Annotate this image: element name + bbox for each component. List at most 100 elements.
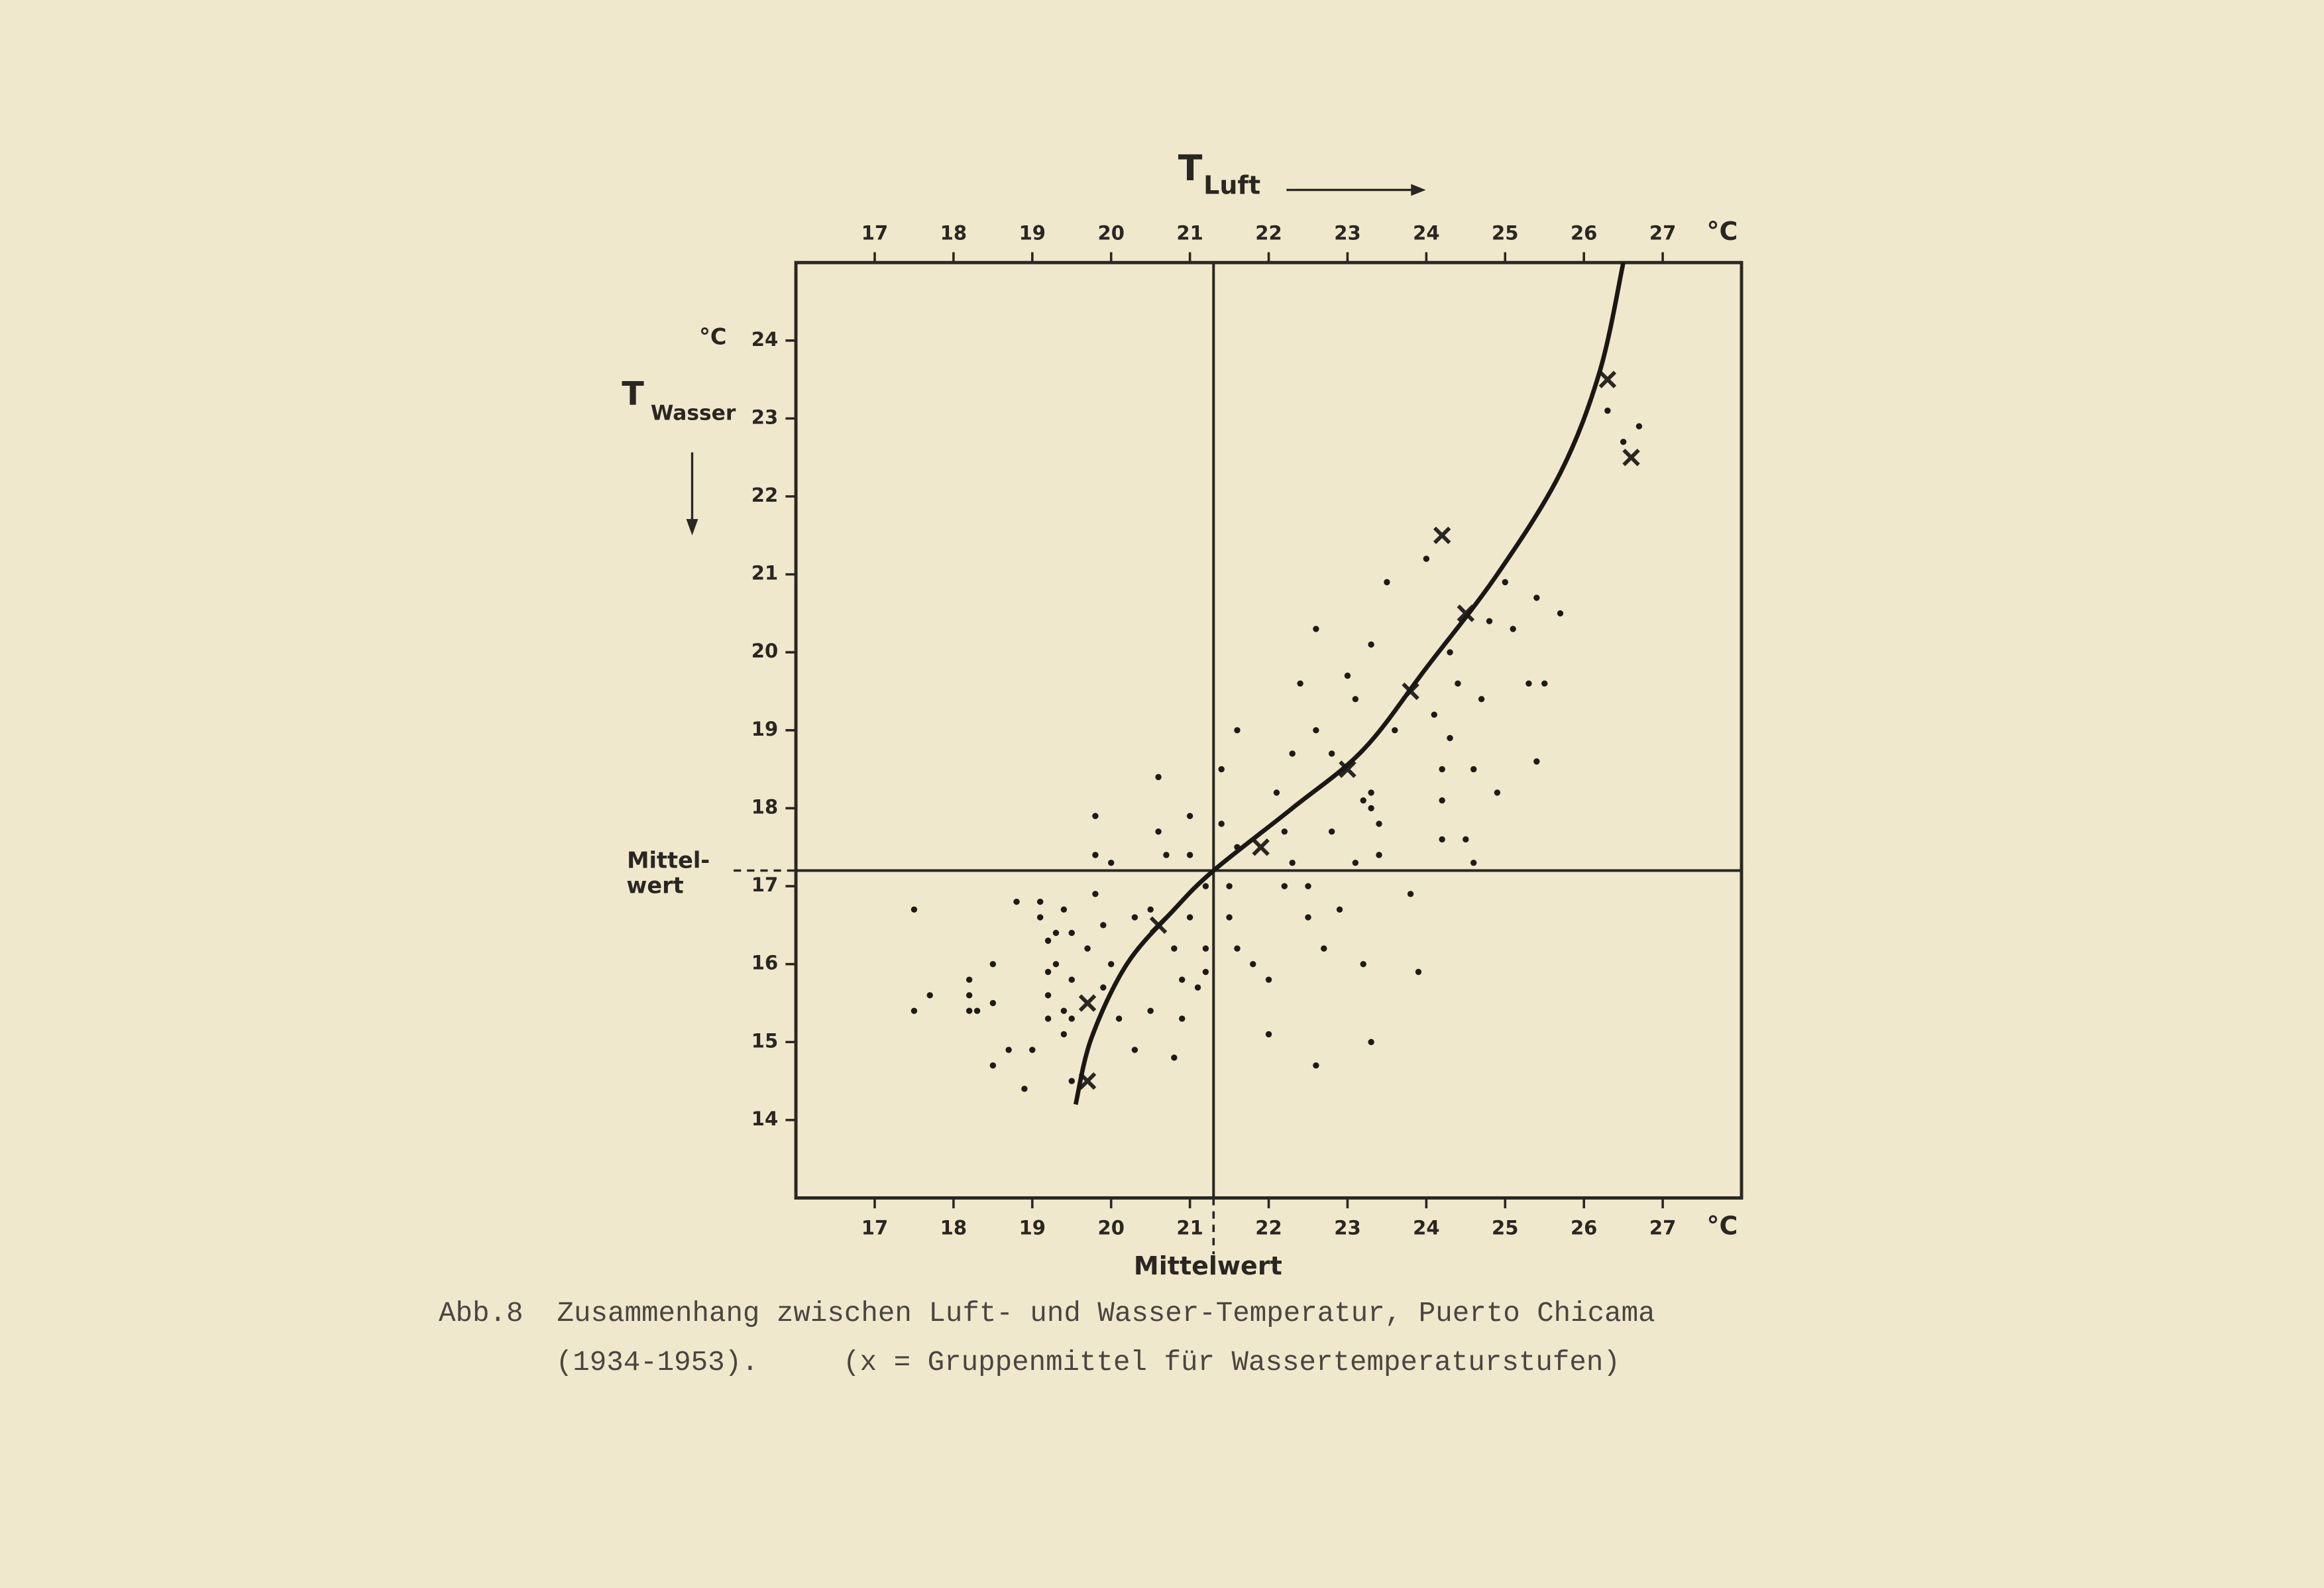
- data-point: [1360, 797, 1366, 804]
- y-tick-label: 18: [751, 795, 778, 818]
- group-mean: [1252, 838, 1270, 856]
- data-point: [1360, 960, 1366, 968]
- data-point: [1060, 1031, 1068, 1038]
- data-point: [966, 976, 973, 983]
- data-point: [1108, 860, 1115, 866]
- data-point: [1305, 914, 1311, 921]
- data-point: [1368, 789, 1374, 796]
- data-point: [1202, 945, 1209, 952]
- data-point: [1155, 773, 1162, 781]
- group-mean: [1339, 760, 1356, 778]
- x-tick-label: 20: [1097, 222, 1124, 245]
- data-point: [1052, 960, 1060, 968]
- data-point: [1052, 929, 1060, 936]
- data-point: [1439, 766, 1445, 773]
- y-mean-label: wert: [626, 872, 683, 898]
- data-point: [1447, 649, 1453, 655]
- data-point: [1336, 906, 1343, 913]
- group-mean: [1622, 448, 1640, 467]
- x-unit-bottom: °C: [1706, 1212, 1738, 1241]
- data-point: [1218, 766, 1225, 773]
- x-tick-label: 26: [1571, 222, 1597, 245]
- data-point: [1186, 914, 1193, 921]
- x-tick-label: 21: [1176, 1216, 1203, 1239]
- y-tick-label: 20: [751, 640, 778, 662]
- data-point: [1439, 836, 1445, 843]
- group-mean: [1598, 370, 1617, 388]
- x-tick-label: 18: [940, 222, 967, 245]
- data-point: [1021, 1086, 1028, 1092]
- data-point: [1108, 960, 1115, 968]
- data-point: [1328, 828, 1335, 835]
- data-point: [1494, 789, 1501, 796]
- data-point: [1321, 945, 1327, 952]
- y-tick-label: 16: [751, 952, 778, 974]
- data-point: [1036, 898, 1044, 905]
- data-point: [1036, 914, 1044, 921]
- y-mean-label: Mittel-: [627, 847, 710, 873]
- data-point: [1533, 595, 1540, 601]
- x-label-sub: Luft: [1203, 171, 1260, 200]
- data-point: [1044, 937, 1052, 944]
- data-point: [1234, 727, 1241, 734]
- y-label: T: [622, 374, 644, 413]
- data-point: [1068, 929, 1075, 936]
- data-point: [1470, 766, 1477, 773]
- data-point: [1202, 968, 1209, 976]
- caption: (1934-1953). (x = Gruppenmittel für Wass…: [556, 1347, 1620, 1379]
- data-point: [1250, 960, 1256, 968]
- y-tick-label: 22: [751, 484, 778, 506]
- data-point: [973, 1007, 981, 1014]
- data-point: [1131, 1047, 1138, 1053]
- data-point: [1163, 852, 1170, 858]
- x-tick-label: 25: [1492, 1216, 1518, 1239]
- y-tick-label: 21: [751, 562, 778, 585]
- data-point: [1186, 852, 1193, 858]
- data-point: [1029, 1047, 1036, 1053]
- x-mean-label: Mittelwert: [1134, 1251, 1282, 1280]
- data-point: [989, 999, 997, 1007]
- group-mean: [1078, 994, 1097, 1012]
- data-point: [1455, 680, 1461, 687]
- x-tick-label: 20: [1097, 1216, 1124, 1239]
- data-point: [1092, 813, 1099, 819]
- data-point: [1234, 945, 1241, 952]
- x-tick-label: 27: [1649, 1216, 1676, 1239]
- data-point: [1439, 797, 1445, 804]
- data-point: [1328, 750, 1335, 757]
- data-point: [1226, 883, 1233, 889]
- data-point: [1155, 828, 1162, 835]
- data-point: [1368, 1039, 1374, 1045]
- data-point: [1368, 641, 1374, 648]
- data-point: [1289, 750, 1296, 757]
- y-label-sub: Wasser: [651, 401, 736, 425]
- x-tick-label: 19: [1019, 1216, 1046, 1239]
- data-point: [1179, 976, 1186, 983]
- data-point: [1407, 891, 1414, 897]
- x-tick-label: 18: [940, 1216, 967, 1239]
- group-mean: [1433, 526, 1451, 545]
- x-tick-label: 19: [1019, 222, 1046, 245]
- data-point: [1604, 407, 1611, 414]
- y-unit: °C: [699, 324, 726, 350]
- data-point: [1431, 711, 1437, 718]
- data-point: [1525, 680, 1532, 687]
- data-point: [1620, 438, 1627, 445]
- data-point: [1486, 618, 1493, 624]
- x-unit-top: °C: [1706, 217, 1738, 246]
- data-point: [1502, 579, 1508, 586]
- data-point: [966, 1007, 973, 1014]
- data-point: [1147, 906, 1154, 913]
- data-point: [1392, 727, 1398, 734]
- x-tick-label: 21: [1176, 222, 1203, 245]
- y-tick-label: 23: [751, 406, 778, 428]
- data-point: [1352, 696, 1359, 703]
- caption: Abb.8 Zusammenhang zwischen Luft- und Wa…: [439, 1298, 1655, 1330]
- data-point: [1084, 945, 1091, 952]
- data-point: [1092, 852, 1099, 858]
- x-tick-label: 17: [861, 222, 888, 245]
- data-point: [1131, 914, 1138, 921]
- data-point: [1186, 813, 1193, 819]
- data-point: [1044, 992, 1052, 999]
- data-point: [1423, 555, 1430, 562]
